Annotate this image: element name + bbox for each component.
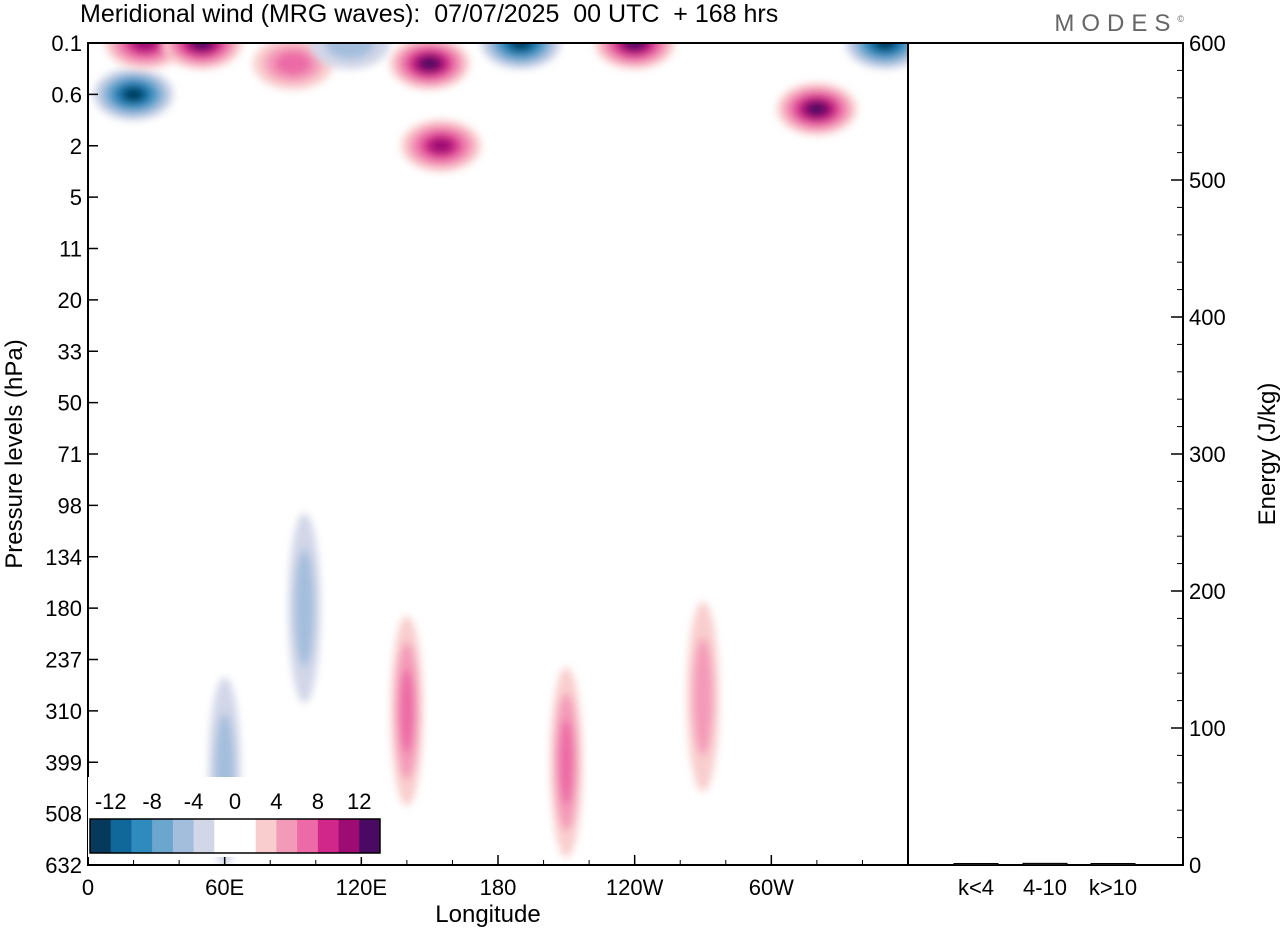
- contour-level: [559, 720, 574, 805]
- energy-tick-label: 400: [1189, 305, 1226, 330]
- brand-text: MODES: [1054, 10, 1178, 37]
- contour-level: [192, 43, 212, 50]
- energy-tick-label: 0: [1189, 853, 1201, 878]
- y-axis-label: Pressure levels (hPa): [1, 339, 28, 568]
- colorbar-tick-label: -8: [142, 789, 162, 814]
- energy-bar: [1090, 863, 1136, 866]
- energy-tick-label: 600: [1189, 31, 1226, 56]
- axes-overlay: 0.1 0.6 2 5 11 20 33 50 71 98 134 180 237 310 399 508 63…: [1, 31, 1280, 928]
- y-tick-label: 310: [45, 699, 82, 724]
- contour-level: [123, 88, 144, 101]
- wind-feature: [401, 119, 482, 172]
- heatmap-panel: [93, 43, 908, 865]
- wind-feature: [161, 43, 242, 69]
- colorbar-swatch: [255, 819, 277, 853]
- wind-feature: [253, 43, 333, 90]
- wind-feature: [594, 43, 675, 69]
- brand-copyright-mark: ©: [1177, 14, 1184, 24]
- y-tick-label: 632: [45, 853, 82, 878]
- contour-level: [325, 43, 375, 59]
- colorbar-swatch: [359, 819, 381, 853]
- wind-feature: [480, 43, 561, 69]
- y-tick-label: 11: [59, 237, 82, 262]
- y-tick-label: 2: [70, 134, 82, 159]
- colorbar-tick-label: -4: [184, 789, 204, 814]
- contour-level: [875, 43, 895, 50]
- colorbar-swatch: [152, 819, 174, 853]
- contour-level: [807, 102, 827, 116]
- colorbar-swatch: [317, 819, 340, 853]
- y-tick-label: 33: [58, 339, 82, 364]
- colorbar-swatch: [193, 819, 215, 853]
- energy-category-label: k<4: [958, 875, 994, 900]
- x-tick-label: 120W: [606, 875, 664, 900]
- y-tick-label: 237: [45, 648, 82, 673]
- wind-feature: [776, 83, 857, 136]
- energy-tick-label: 500: [1189, 168, 1226, 193]
- colorbar-swatch: [110, 819, 132, 853]
- x-axis-label: Longitude: [435, 901, 540, 928]
- contour-level: [399, 668, 414, 754]
- wind-feature: [389, 43, 470, 90]
- contour-level: [693, 638, 713, 756]
- y-tick-label: 20: [58, 288, 82, 313]
- colorbar-swatch: [131, 819, 153, 853]
- colorbar-swatch: [235, 819, 257, 853]
- colorbar-swatch: [297, 819, 319, 853]
- contour-level: [133, 43, 157, 51]
- colorbar-swatch: [214, 819, 236, 853]
- energy-bar: [953, 863, 999, 866]
- wind-feature: [93, 68, 174, 121]
- energy-category-label: k>10: [1089, 875, 1137, 900]
- contour-level: [429, 138, 453, 154]
- contour-level: [419, 57, 440, 70]
- y-tick-label: 50: [58, 391, 82, 416]
- colorbar-swatch: [172, 819, 195, 853]
- energy-tick-label: 300: [1189, 442, 1226, 467]
- energy-frame: [907, 42, 1184, 866]
- colorbar-swatch: [338, 819, 360, 853]
- colorbar-tick-label: 0: [229, 789, 241, 814]
- contour-level: [511, 43, 531, 50]
- colorbar-swatch: [276, 819, 298, 853]
- y-tick-label: 0.6: [51, 82, 82, 107]
- colorbar-frame: [89, 818, 381, 854]
- wind-feature: [550, 667, 583, 858]
- contour-level: [624, 43, 645, 50]
- x-tick-label: 60W: [749, 875, 794, 900]
- x-tick-label: 60E: [205, 875, 244, 900]
- colorbar-tick-label: -12: [95, 789, 127, 814]
- y-tick-label: 180: [45, 596, 82, 621]
- modes-logo: MODES©: [1054, 10, 1184, 38]
- colorbar-swatch: [90, 819, 112, 853]
- y-tick-label: 399: [45, 750, 82, 775]
- x-tick-label: 180: [480, 875, 517, 900]
- energy-axis-label: Energy (J/kg): [1254, 383, 1280, 526]
- x-tick-label: 0: [82, 875, 94, 900]
- energy-bar: [1022, 862, 1068, 866]
- y-tick-label: 0.1: [51, 31, 82, 56]
- contour-level: [294, 549, 315, 667]
- energy-tick-label: 200: [1189, 579, 1226, 604]
- wind-feature: [687, 601, 719, 792]
- wind-feature: [390, 615, 423, 806]
- contour-level: [275, 51, 311, 76]
- wind-feature: [288, 513, 321, 704]
- colorbar-tick-label: 4: [270, 789, 282, 814]
- y-tick-label: 71: [58, 442, 82, 467]
- energy-category-label: 4-10: [1023, 875, 1067, 900]
- colorbar-tick-label: 8: [312, 789, 324, 814]
- chart-title: Meridional wind (MRG waves): 07/07/2025 …: [80, 0, 779, 28]
- y-tick-label: 5: [70, 185, 82, 210]
- y-tick-label: 508: [45, 802, 82, 827]
- energy-tick-label: 100: [1189, 716, 1226, 741]
- wind-feature: [845, 43, 908, 69]
- colorbar-tick-label: 12: [347, 789, 371, 814]
- wind-feature: [309, 43, 390, 69]
- y-tick-label: 134: [45, 545, 82, 570]
- y-tick-label: 98: [58, 493, 82, 518]
- x-tick-label: 120E: [336, 875, 387, 900]
